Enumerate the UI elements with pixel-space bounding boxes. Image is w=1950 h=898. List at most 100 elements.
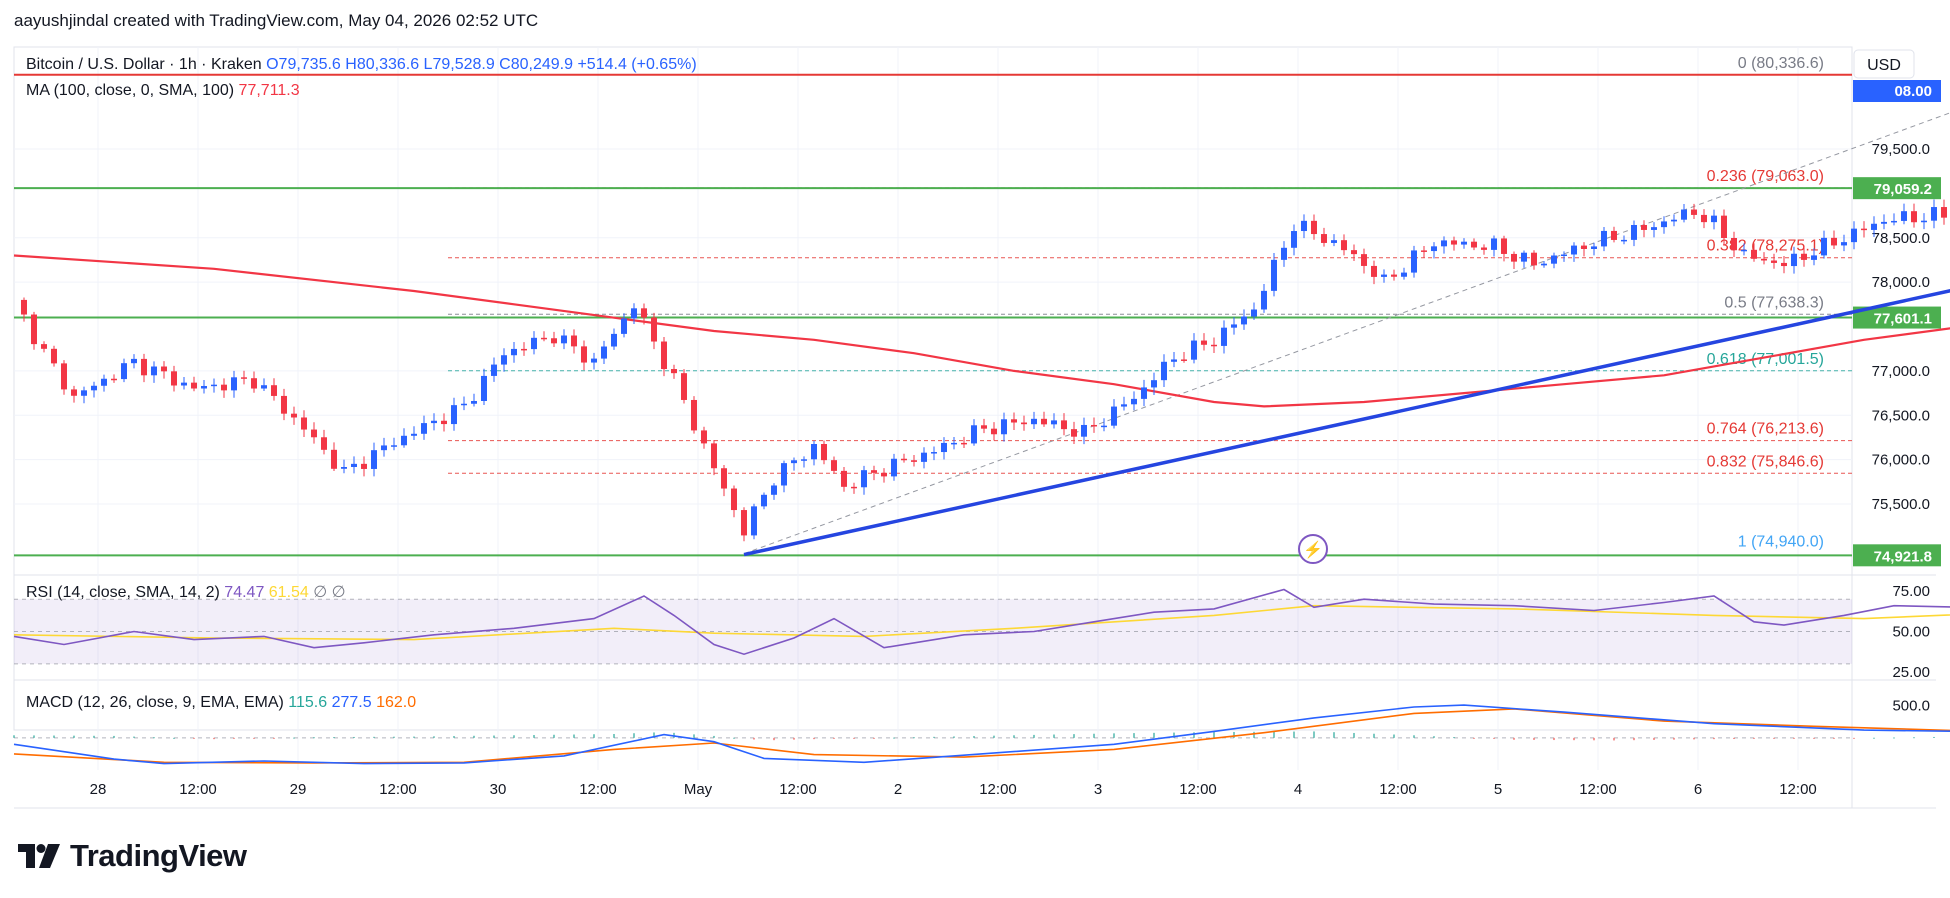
macd-histogram-bar <box>1173 732 1175 738</box>
candle-body <box>291 413 297 418</box>
macd-histogram-bar <box>333 737 335 739</box>
macd-histogram-bar <box>1553 737 1555 741</box>
candle-body <box>661 341 667 370</box>
candle-body <box>151 366 157 376</box>
macd-histogram-bar <box>853 737 855 739</box>
candle-body <box>1521 252 1527 262</box>
main-legend: Bitcoin / U.S. Dollar · 1h · Kraken O79,… <box>26 56 697 99</box>
macd-histogram-bar <box>13 735 15 738</box>
candle-body <box>361 463 367 469</box>
candle-body <box>1491 238 1497 250</box>
candle-body <box>1361 254 1367 266</box>
candle-body <box>41 344 47 349</box>
candle-body <box>1471 241 1477 248</box>
candle-body <box>101 378 107 386</box>
candle-body <box>1381 274 1387 277</box>
candle-body <box>871 470 877 473</box>
macd-histogram-bar <box>453 736 455 738</box>
macd-histogram-bar <box>373 736 375 738</box>
candle-body <box>1941 207 1947 218</box>
candle-body <box>1011 419 1017 423</box>
macd-histogram-bar <box>33 735 35 738</box>
time-tick-label: 2 <box>894 781 902 798</box>
macd-histogram-bar <box>1353 732 1355 738</box>
candle-body <box>1551 255 1557 264</box>
candle-body <box>231 377 237 391</box>
macd-histogram-bar <box>1113 733 1115 738</box>
time-tick-label: 12:00 <box>1379 781 1417 798</box>
macd-legend-label: MACD (12, 26, close, 9, EMA, EMA) <box>26 694 288 711</box>
candle-body <box>931 452 937 454</box>
candle-body <box>1801 253 1807 260</box>
macd-histogram-bar <box>1513 737 1515 740</box>
candle-body <box>1751 249 1757 259</box>
candle-body <box>1341 240 1347 251</box>
time-tick-label: 28 <box>90 781 107 798</box>
candle-body <box>941 442 947 453</box>
candle-body <box>281 395 287 414</box>
candle-body <box>21 299 27 315</box>
macd-histogram-bar <box>1133 733 1135 738</box>
fib-level-label: 0 (80,336.6) <box>1738 55 1824 72</box>
macd-histogram-bar <box>1633 737 1635 741</box>
macd-histogram-bar <box>1693 737 1695 740</box>
candle-body <box>1561 254 1567 257</box>
macd-histogram-bar <box>1213 732 1215 738</box>
macd-histogram-bar <box>633 733 635 738</box>
candle-body <box>1711 215 1717 223</box>
candle-body <box>971 425 977 444</box>
candle-body <box>1761 258 1767 261</box>
macd-histogram-bar <box>493 735 495 738</box>
macd-histogram-bar <box>1293 731 1295 738</box>
macd-histogram-bar <box>593 734 595 738</box>
price-tick-label: 79,500.0 <box>1872 141 1930 158</box>
macd-histogram-bar <box>1613 737 1615 741</box>
candle-body <box>451 405 457 425</box>
time-tick-label: 12:00 <box>1779 781 1817 798</box>
macd-tick-label: 500.0 <box>1892 698 1930 715</box>
candle-body <box>581 346 587 363</box>
level-axis-tag <box>1853 306 1941 329</box>
fib-level-label: 1 (74,940.0) <box>1738 534 1824 551</box>
candle-body <box>1081 424 1087 437</box>
candle-body <box>1741 249 1747 252</box>
macd-histogram-bar <box>1073 734 1075 738</box>
candle-body <box>1461 241 1467 245</box>
candle-body <box>521 348 527 351</box>
candle-body <box>191 382 197 389</box>
candle-body <box>1221 327 1227 346</box>
price-tick-label: 76,000.0 <box>1872 452 1930 469</box>
level-axis-tag <box>1853 544 1941 567</box>
candle-body <box>331 449 337 469</box>
macd-histogram-bar <box>113 735 115 738</box>
macd-histogram-bar <box>1093 733 1095 738</box>
fib-level-label: 0.764 (76,213.6) <box>1707 421 1824 438</box>
candle-body <box>571 335 577 347</box>
candle-body <box>1351 250 1357 255</box>
candle-body <box>1721 215 1727 239</box>
fib-level-label: 0.236 (79,063.0) <box>1707 168 1824 185</box>
candle-body <box>631 308 637 319</box>
macd-histogram-bar <box>273 737 275 739</box>
rsi-tick-label: 50.00 <box>1892 624 1930 641</box>
candle-body <box>991 428 997 435</box>
candle-body <box>1631 224 1637 240</box>
chart-svg[interactable]: 28 12:00 29 12:00 30 12:00 May 12:00 2 12:00 3 12:0… <box>0 0 1950 830</box>
candle-body <box>181 382 187 386</box>
candle-body <box>611 333 617 347</box>
time-tick-label: 29 <box>290 781 307 798</box>
macd-histogram-bar <box>253 737 255 739</box>
tradingview-logo-icon <box>18 844 60 868</box>
candle-body <box>461 403 467 406</box>
macd-histogram-bar <box>613 734 615 738</box>
candle-body <box>341 467 347 469</box>
candle-body <box>1371 265 1377 277</box>
macd-histogram-bar <box>473 735 475 738</box>
macd-histogram-bar <box>193 737 195 739</box>
macd-histogram-bar <box>1313 731 1315 738</box>
candle-body <box>641 308 647 318</box>
macd-histogram-bar <box>813 737 815 740</box>
macd-histogram-bar <box>693 734 695 738</box>
candle-body <box>311 429 317 438</box>
